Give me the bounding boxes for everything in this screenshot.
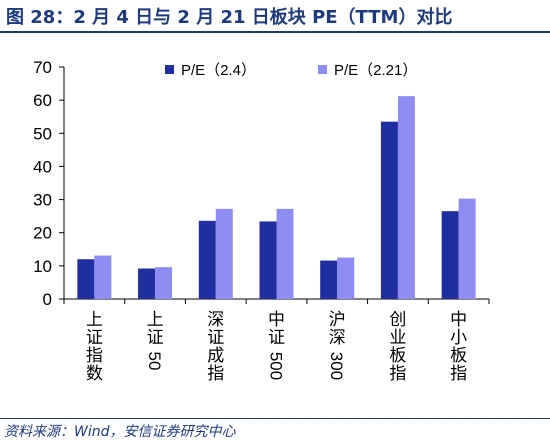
x-tick-label: 数 — [86, 364, 103, 383]
bar-feb21 — [276, 208, 294, 299]
pe-bar-chart: 010203040506070上证指数上证50深证成指中证500沪深300创业板… — [33, 58, 490, 383]
x-tick-label: 沪 — [329, 310, 346, 329]
x-tick-label: 小 — [450, 328, 467, 347]
bar-feb4 — [259, 221, 277, 299]
x-tick-label: 指 — [207, 364, 224, 383]
x-tick-label: 500 — [267, 352, 286, 380]
x-tick-label: 板 — [450, 346, 467, 365]
title-divider — [0, 31, 550, 33]
bar-feb4 — [138, 268, 156, 299]
x-tick-label: 业 — [389, 328, 406, 347]
bar-feb4 — [77, 259, 95, 299]
bar-feb4 — [198, 220, 216, 299]
x-tick-label: 上 — [86, 310, 103, 329]
x-tick-label: 深 — [329, 328, 346, 347]
legend-swatch — [165, 65, 174, 74]
source-note: 资料来源：Wind，安信证券研究中心 — [4, 424, 236, 440]
y-tick-label: 20 — [33, 224, 52, 243]
x-tick-label: 证 — [207, 328, 224, 347]
x-tick-label: 创 — [389, 310, 406, 329]
x-tick-label: 证 — [86, 328, 103, 347]
x-tick-label: 指 — [450, 364, 467, 383]
x-tick-label: 证 — [147, 328, 164, 347]
bar-feb4 — [441, 211, 459, 299]
legend-label: P/E（2.21） — [334, 62, 417, 79]
y-tick-label: 50 — [33, 124, 52, 143]
x-tick-label: 成 — [207, 346, 224, 365]
y-tick-label: 10 — [33, 257, 52, 276]
y-tick-label: 30 — [33, 191, 52, 210]
x-tick-label: 中 — [268, 310, 285, 329]
legend-swatch — [318, 65, 327, 74]
x-tick-label: 证 — [268, 328, 285, 347]
x-tick-label: 深 — [207, 310, 224, 329]
bar-feb21 — [155, 267, 173, 299]
bar-feb4 — [380, 121, 398, 299]
x-tick-label: 指 — [86, 346, 103, 365]
bar-feb21 — [337, 257, 355, 299]
y-tick-label: 70 — [33, 58, 52, 77]
x-tick-label: 指 — [389, 364, 406, 383]
x-tick-label: 中 — [450, 310, 467, 329]
x-tick-label: 50 — [145, 352, 164, 371]
bar-feb21 — [458, 198, 476, 299]
x-tick-label: 上 — [147, 310, 164, 329]
chart-title: 图 28：2 月 4 日与 2 月 21 日板块 PE（TTM）对比 — [6, 7, 453, 28]
bar-feb21 — [94, 255, 112, 299]
y-tick-label: 60 — [33, 91, 52, 110]
legend-label: P/E（2.4） — [181, 62, 256, 79]
source-divider — [0, 418, 550, 419]
bar-feb21 — [215, 208, 233, 299]
y-tick-label: 0 — [43, 290, 52, 309]
x-tick-label: 板 — [389, 346, 406, 365]
bar-feb4 — [320, 260, 338, 299]
x-tick-label: 300 — [327, 352, 346, 380]
y-tick-label: 40 — [33, 157, 52, 176]
bar-feb21 — [397, 96, 415, 299]
